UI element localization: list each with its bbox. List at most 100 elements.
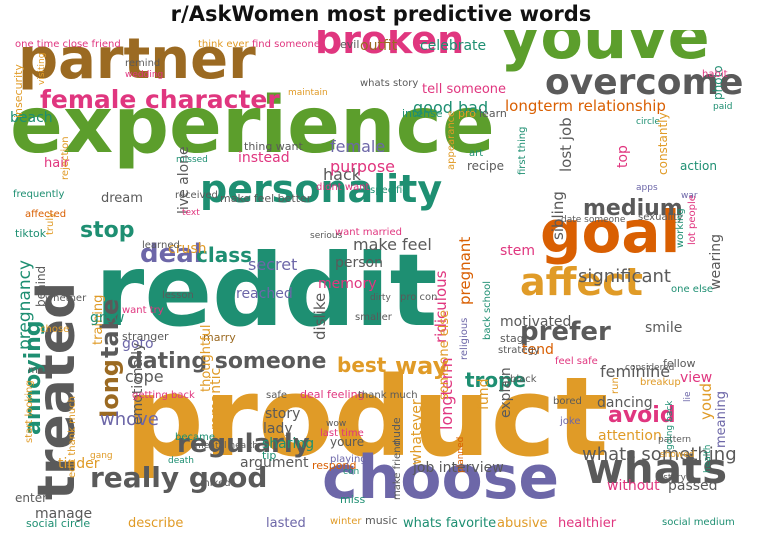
cloud-word-tip: tip xyxy=(262,449,276,462)
cloud-word-dirty: dirty xyxy=(370,293,391,303)
cloud-word-remind: remind xyxy=(125,58,160,69)
cloud-word-want-try: want try xyxy=(122,305,164,316)
cloud-word-feel-safe: feel safe xyxy=(555,356,598,367)
cloud-word-didnt-want: didnt want xyxy=(316,182,370,193)
cloud-word-whats-something: whats something xyxy=(582,444,737,465)
cloud-word-pro-con: pro con xyxy=(400,292,438,303)
cloud-word-lesson: lesson xyxy=(162,290,194,301)
cloud-word-class: class xyxy=(196,243,252,267)
cloud-word-maintain: maintain xyxy=(288,88,328,98)
cloud-word-thoughtful: thoughtful xyxy=(199,324,214,392)
cloud-word-lot-people: lot people xyxy=(687,195,698,245)
cloud-word-goto: goto xyxy=(122,336,154,352)
cloud-word-manage: manage xyxy=(35,506,92,522)
cloud-word-explain: explain xyxy=(498,367,514,418)
cloud-word-breakup: breakup xyxy=(640,377,681,388)
cloud-word-paid: paid xyxy=(713,102,732,112)
cloud-word-showed: showed xyxy=(660,450,695,460)
cloud-word-describe: describe xyxy=(128,516,183,531)
cloud-word-wearing: wearing xyxy=(708,234,724,290)
cloud-word-insecurity: insecurity xyxy=(12,64,25,118)
cloud-word-hair: hair xyxy=(44,156,70,171)
cloud-word-choose: choose xyxy=(322,443,559,513)
cloud-word-received: received xyxy=(175,190,218,201)
cloud-word-thing-want: thing want xyxy=(244,140,304,153)
cloud-word-considered: considered xyxy=(625,363,674,373)
cloud-word-pro: pro xyxy=(458,107,476,120)
cloud-word-marry: marry xyxy=(203,331,236,344)
cloud-word-strategy: strategy xyxy=(498,345,540,356)
cloud-word-whether: whether xyxy=(45,293,87,304)
cloud-word-miss: miss xyxy=(340,493,366,506)
cloud-word-prefer: prefer xyxy=(520,317,611,347)
cloud-word-ridiculous: ridiculous xyxy=(432,270,450,343)
cloud-word-planned: planned xyxy=(456,437,466,473)
cloud-word-someone-else: someone else xyxy=(437,310,452,400)
cloud-word-youre: youre xyxy=(330,435,364,449)
cloud-word-wedding: wedding xyxy=(125,70,163,80)
cloud-word-run: run xyxy=(610,377,621,394)
cloud-word-playing: playing xyxy=(330,454,367,465)
cloud-word-stop: stop xyxy=(80,218,134,243)
cloud-word-last-time: last time xyxy=(320,428,364,439)
cloud-word-live-alone: live alone xyxy=(176,146,192,214)
cloud-word-going-back: going back xyxy=(665,400,675,450)
cloud-word-feminine: feminine xyxy=(600,362,670,381)
cloud-word-fellow: fellow xyxy=(663,357,695,370)
cloud-word-truly: truly xyxy=(45,212,56,235)
cloud-word-lady: lady xyxy=(263,421,293,437)
cloud-word-fund: fund xyxy=(476,378,492,410)
cloud-word-lasted: lasted xyxy=(266,516,306,531)
cloud-word-top: top xyxy=(615,145,631,168)
cloud-word-history: history xyxy=(655,473,687,483)
cloud-word-constantly: constantly xyxy=(656,112,670,175)
cloud-word-pregnancy: pregnancy xyxy=(15,260,35,350)
cloud-word-think-ever: think ever xyxy=(198,39,250,50)
cloud-word-training: training xyxy=(91,295,106,345)
cloud-word-good-bad: good bad xyxy=(413,98,488,117)
cloud-word-deal: deal xyxy=(140,239,203,269)
cloud-word-female-character: female character xyxy=(40,85,280,114)
cloud-word-emotionally: emotionally xyxy=(130,343,146,425)
cloud-word-instead: instead xyxy=(238,150,290,166)
cloud-word-make-friend: make friend xyxy=(392,440,403,500)
cloud-word-tinder: tinder xyxy=(58,456,100,472)
cloud-word-affected: affected xyxy=(25,209,66,220)
cloud-word-art: art xyxy=(469,148,483,159)
cloud-word-whatever: whatever xyxy=(409,399,425,465)
cloud-word-celebrate: celebrate xyxy=(420,38,486,54)
cloud-word-without: without xyxy=(607,478,660,494)
cloud-word-one-time-close-friend: one time close friend xyxy=(15,39,121,50)
cloud-word-start-looking: start looking xyxy=(24,380,35,443)
cloud-word-stage: stage xyxy=(500,332,531,345)
cloud-word-female: female xyxy=(330,137,385,156)
cloud-word-behind: behind xyxy=(34,266,48,307)
cloud-word-lie: lie xyxy=(683,391,693,402)
cloud-word-take: take xyxy=(96,299,124,358)
cloud-word-dislike: dislike xyxy=(311,293,329,340)
cloud-word-dating-someone: dating someone xyxy=(127,349,326,374)
cloud-word-visiting: visiting xyxy=(37,53,47,85)
cloud-word-reddit: reddit xyxy=(95,232,437,349)
cloud-word-way: way xyxy=(395,352,449,380)
cloud-word-grew: grew xyxy=(90,310,124,326)
cloud-word-safe: safe xyxy=(266,390,287,401)
cloud-word-purpose: purpose xyxy=(330,157,395,176)
cloud-word-crush: crush xyxy=(168,241,207,257)
cloud-word-chose: chose xyxy=(40,324,69,335)
cloud-word-mental-health: mental health xyxy=(195,441,258,451)
cloud-word-partner: partner xyxy=(18,30,256,92)
cloud-word-religious: religious xyxy=(459,318,470,360)
cloud-word-edit-thank-much: edit thank much xyxy=(67,396,78,478)
cloud-word-romantic: romantic xyxy=(208,368,224,430)
cloud-word-memory: memory xyxy=(318,276,377,292)
cloud-word-person: person xyxy=(335,255,383,271)
cloud-word-social-circle: social circle xyxy=(26,517,90,530)
cloud-word-best: best xyxy=(337,353,387,377)
cloud-word-pregnant: pregnant xyxy=(456,237,474,305)
cloud-word-circle: circle xyxy=(636,117,660,127)
cloud-word-one-else: one else xyxy=(671,284,713,295)
cloud-word-overcome: overcome xyxy=(545,62,743,103)
cloud-word-deal-feeling: deal feeling xyxy=(300,388,365,401)
cloud-word-longterm-relationship: longterm relationship xyxy=(505,97,666,115)
